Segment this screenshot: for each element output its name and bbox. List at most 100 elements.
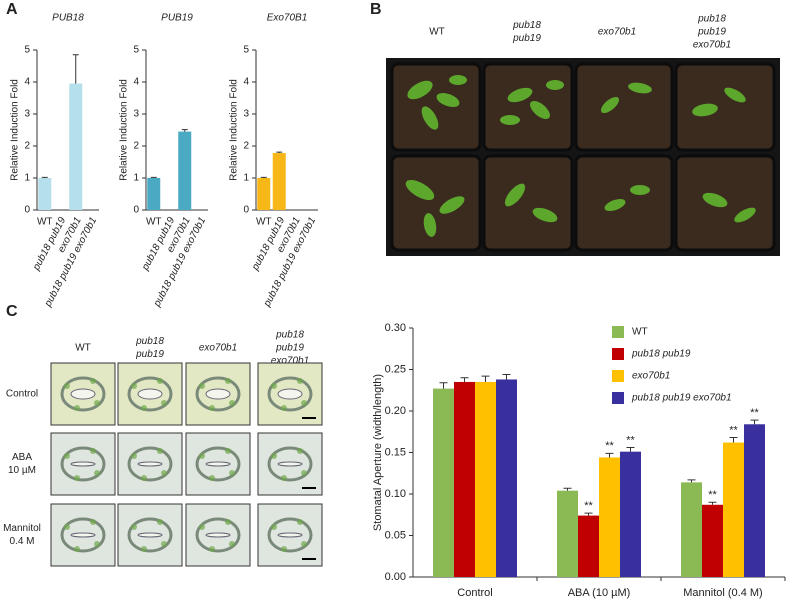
bar: [723, 442, 744, 577]
chloroplast: [94, 470, 100, 476]
chloroplast: [161, 470, 167, 476]
y-tick-label: 1: [133, 173, 139, 184]
legend-swatch: [612, 392, 624, 404]
significance: **: [605, 440, 614, 452]
chloroplast: [74, 475, 80, 481]
stoma-pore: [277, 461, 303, 467]
treatment-label: 10 µM: [8, 465, 36, 476]
legend-label: pub18 pub19 exo70b1: [631, 393, 732, 404]
x-tick-label: Control: [457, 587, 492, 599]
bar: [147, 178, 161, 210]
chloroplast: [301, 470, 307, 476]
error-bar: [41, 176, 48, 178]
panel-label: C: [6, 303, 18, 320]
legend-swatch: [612, 348, 624, 360]
y-tick-label: 0: [24, 205, 30, 216]
chloroplast: [131, 383, 137, 389]
stoma-pore: [205, 388, 231, 400]
error-bar: [750, 419, 759, 425]
significance: **: [729, 424, 738, 436]
genotype-label: pub18: [697, 14, 726, 25]
chloroplast: [229, 400, 235, 406]
error-bar: [260, 176, 267, 178]
genotype-label: pub18: [275, 330, 304, 341]
guard-cell: [127, 376, 173, 412]
y-tick-label: 0.10: [385, 488, 406, 500]
chloroplast: [161, 541, 167, 547]
y-tick-label: 4: [243, 77, 249, 88]
chloroplast: [209, 405, 215, 411]
chloroplast: [64, 524, 70, 530]
y-tick-label: 3: [243, 109, 249, 120]
stoma-pore: [70, 388, 96, 400]
chloroplast: [209, 475, 215, 481]
stoma-pore: [205, 532, 231, 538]
chloroplast: [301, 541, 307, 547]
bar: [38, 178, 52, 210]
chloroplast: [297, 378, 303, 384]
chloroplast: [199, 453, 205, 459]
genotype-label: pub19: [512, 33, 541, 44]
error-bar: [563, 487, 572, 491]
bar: [272, 153, 286, 210]
chloroplast: [229, 470, 235, 476]
stoma-pore: [277, 532, 303, 538]
chloroplast: [141, 475, 147, 481]
plant-photo: [386, 58, 780, 256]
chloroplast: [90, 448, 96, 454]
guard-cell: [267, 376, 313, 412]
treatment-label: Control: [6, 389, 38, 400]
error-bar: [708, 501, 717, 505]
y-tick-label: 4: [24, 77, 30, 88]
stoma-pore: [277, 388, 303, 400]
y-tick-label: 1: [243, 173, 249, 184]
bar: [620, 451, 641, 577]
stoma-pore: [137, 388, 163, 400]
bar: [433, 388, 454, 577]
error-bar: [181, 129, 188, 132]
stoma-pore: [137, 461, 163, 467]
genotype-label: WT: [75, 343, 91, 354]
genotype-label: exo70b1: [598, 27, 636, 38]
chloroplast: [64, 453, 70, 459]
treatment-label: ABA: [12, 452, 32, 463]
y-tick-label: 5: [24, 45, 30, 56]
significance: **: [584, 500, 593, 512]
x-tick-label: Mannitol (0.4 M): [683, 587, 762, 599]
x-tick-label: WT: [37, 217, 53, 228]
bar: [702, 504, 723, 577]
legend-swatch: [612, 326, 624, 338]
chloroplast: [281, 546, 287, 552]
y-tick-label: 4: [133, 77, 139, 88]
guard-cell: [60, 376, 106, 412]
y-axis-label: Stomatal Aperture (width/length): [372, 374, 384, 531]
y-tick-label: 5: [243, 45, 249, 56]
y-tick-label: 5: [133, 45, 139, 56]
chloroplast: [90, 378, 96, 384]
chloroplast: [199, 383, 205, 389]
chloroplast: [90, 519, 96, 525]
y-tick-label: 3: [24, 109, 30, 120]
bar: [496, 379, 517, 577]
chloroplast: [271, 524, 277, 530]
chloroplast: [161, 400, 167, 406]
chloroplast: [297, 448, 303, 454]
chloroplast: [271, 383, 277, 389]
stoma-pore: [205, 461, 231, 467]
legend-label: WT: [632, 327, 648, 338]
significance: **: [626, 434, 635, 446]
chart-title: PUB19: [161, 13, 193, 24]
chloroplast: [94, 400, 100, 406]
treatment-label: 0.4 M: [9, 536, 34, 547]
y-axis-label: Relative Induction Fold: [119, 79, 130, 181]
chloroplast: [225, 448, 231, 454]
y-tick-label: 0.00: [385, 571, 406, 583]
y-tick-label: 0.05: [385, 529, 406, 541]
genotype-label: pub18: [135, 336, 164, 347]
chloroplast: [131, 453, 137, 459]
chloroplast: [141, 546, 147, 552]
chloroplast: [297, 519, 303, 525]
error-bar: [481, 375, 490, 382]
chloroplast: [157, 519, 163, 525]
